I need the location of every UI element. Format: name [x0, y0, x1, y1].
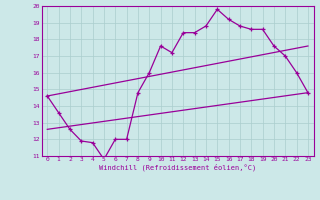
X-axis label: Windchill (Refroidissement éolien,°C): Windchill (Refroidissement éolien,°C) — [99, 164, 256, 171]
